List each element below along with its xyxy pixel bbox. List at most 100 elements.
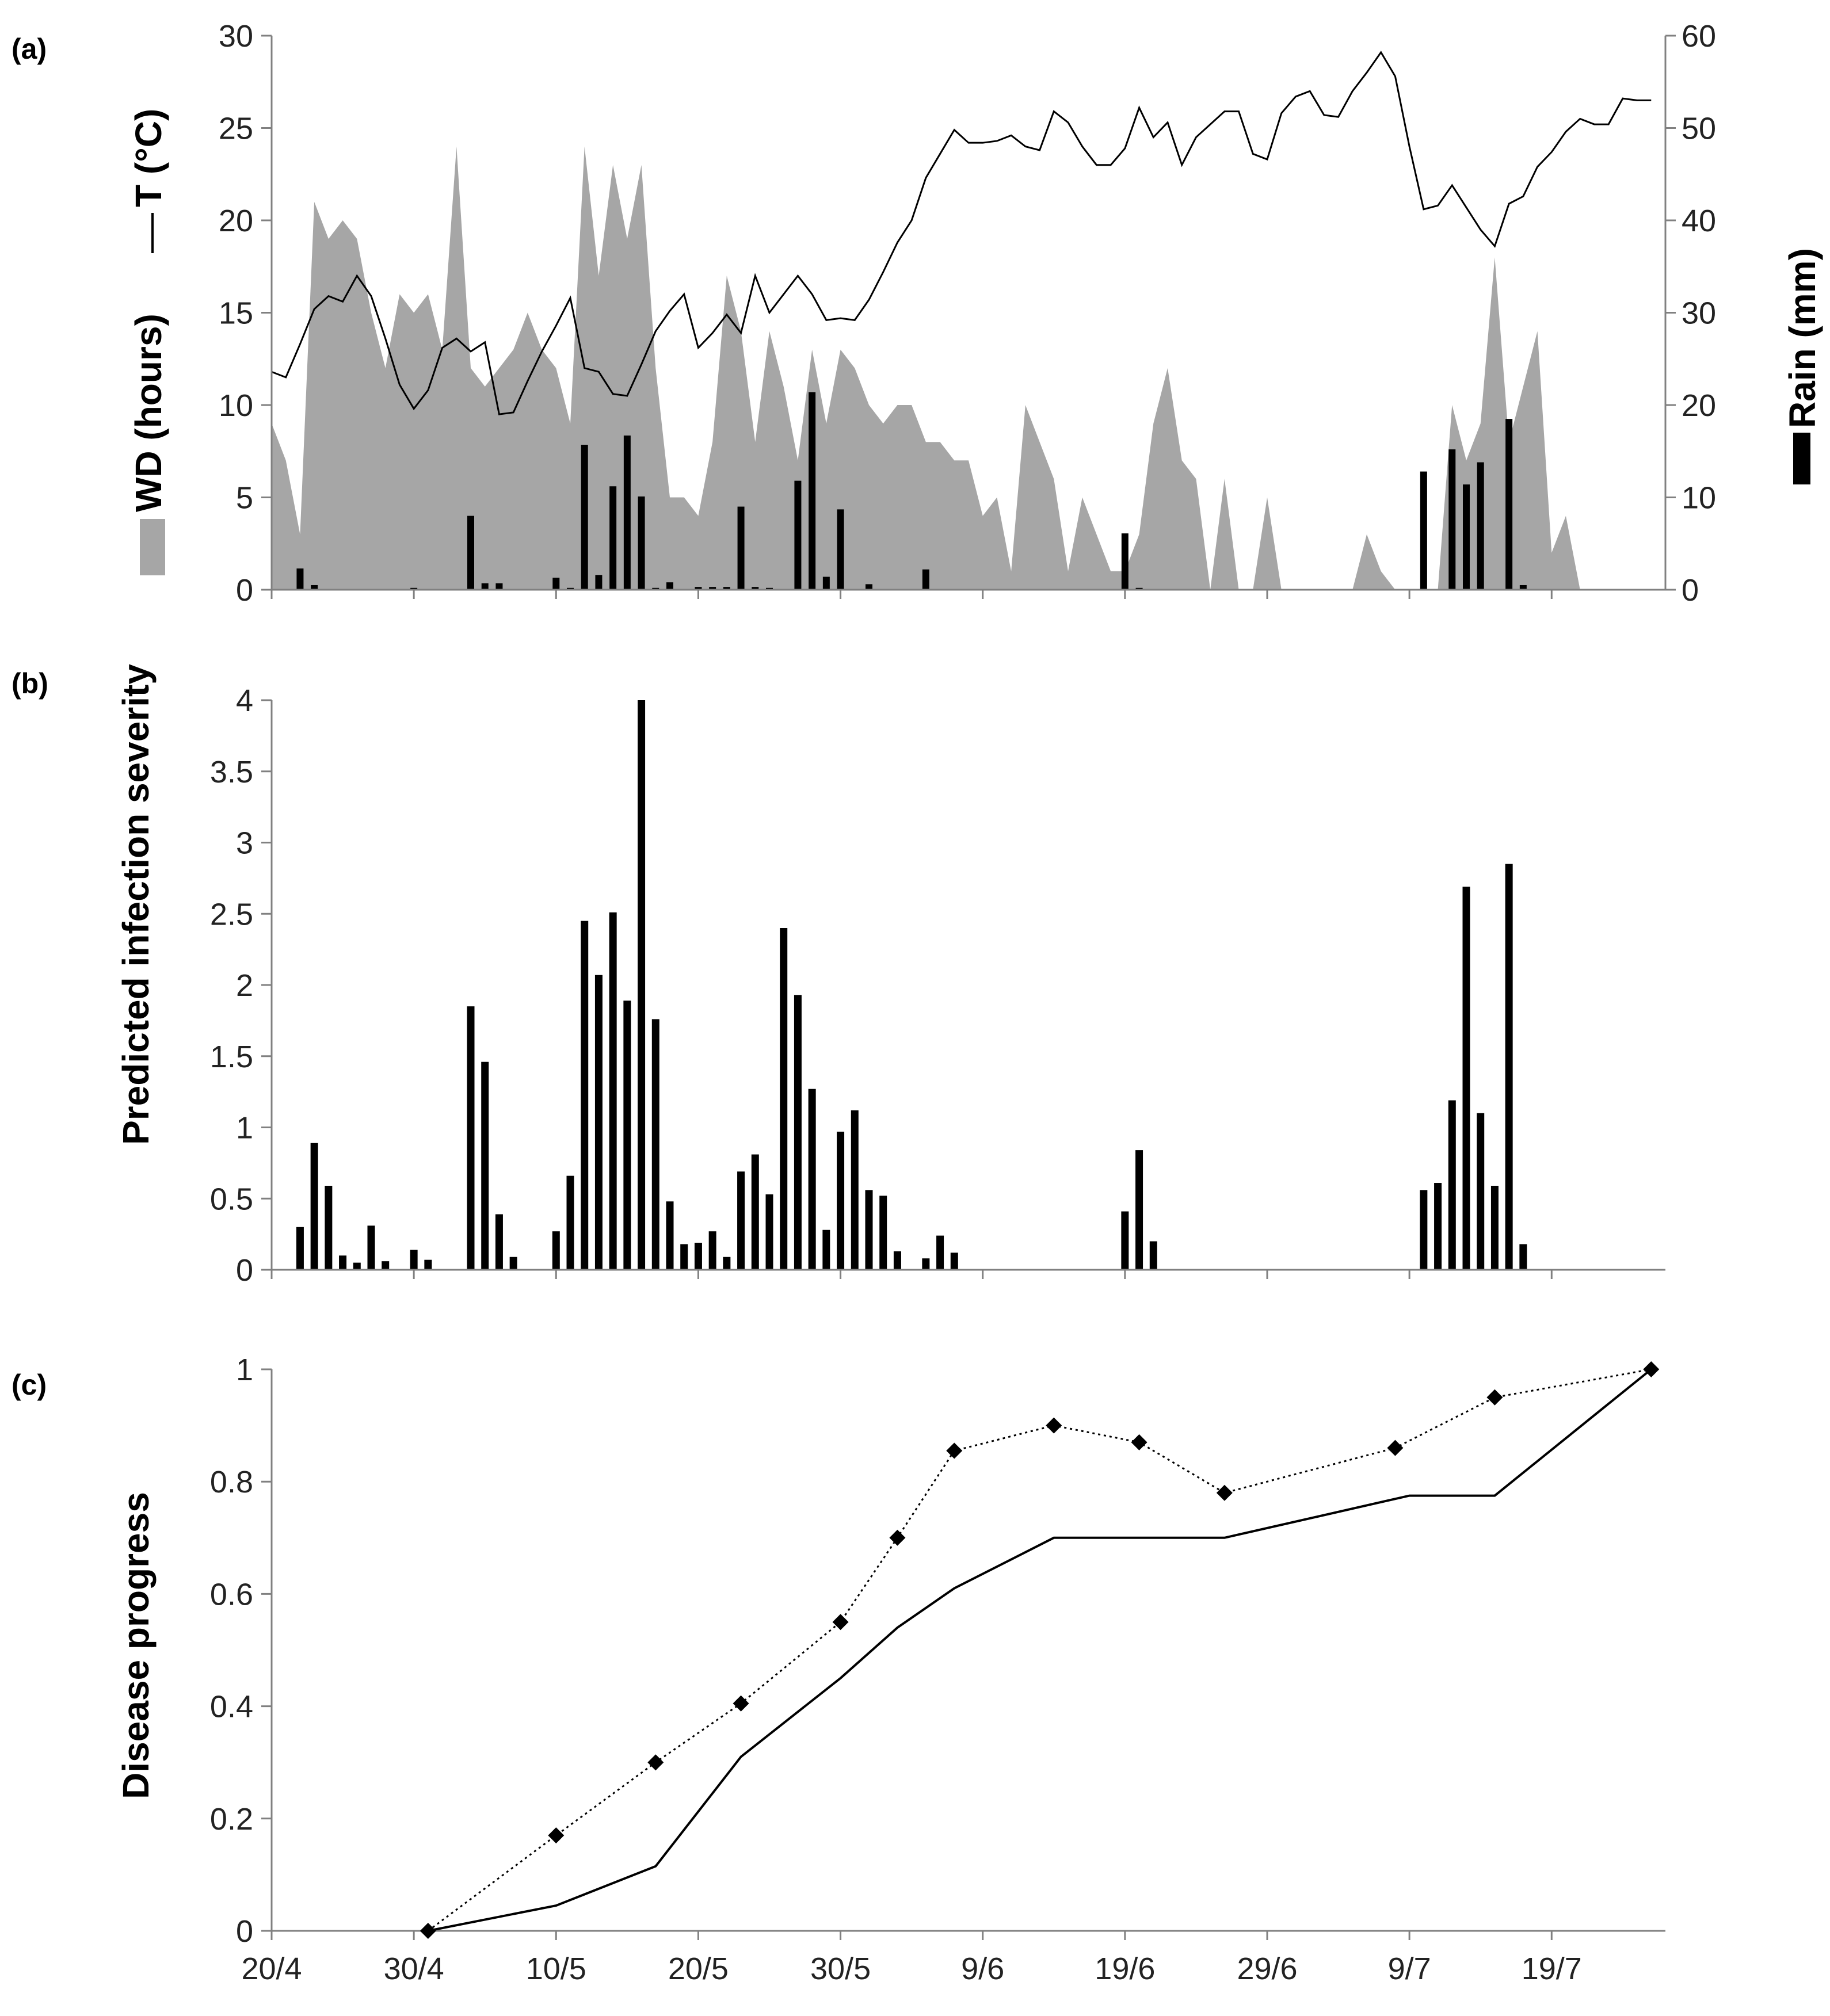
predicted-marker xyxy=(733,1695,749,1712)
wd-legend-swatch xyxy=(140,519,165,575)
severity-bar xyxy=(794,995,802,1270)
severity-bar xyxy=(1434,1183,1442,1270)
severity-bar xyxy=(1448,1100,1456,1270)
predicted-marker xyxy=(889,1529,906,1546)
severity-bar xyxy=(339,1255,347,1270)
x-tick-label: 30/4 xyxy=(384,1952,444,1986)
y-tick-label: 2 xyxy=(236,968,253,1003)
rain-bar xyxy=(481,583,489,590)
panel-a-left-axis-title: WD (hours) T (°C) xyxy=(128,109,169,575)
y-right-tick-label: 10 xyxy=(1682,481,1716,516)
panel-a-right-axis-title: Rain (mm) xyxy=(1782,248,1823,484)
severity-bar xyxy=(936,1235,944,1270)
y-left-tick-label: 30 xyxy=(219,19,253,54)
rain-bar xyxy=(1121,533,1128,590)
severity-bar xyxy=(879,1196,887,1270)
rain-legend-swatch xyxy=(1793,433,1810,484)
panel-c: 0 0.2 0.4 0.6 0.8 1 20/4 30/4 10/5 20/5 30/5 9/6 19… xyxy=(115,1353,1665,1986)
rain-bar xyxy=(638,496,645,590)
severity-bar xyxy=(751,1154,759,1270)
x-tick-label: 19/6 xyxy=(1095,1952,1155,1986)
rain-bar xyxy=(581,445,588,590)
severity-bar xyxy=(822,1230,830,1270)
severity-bar xyxy=(296,1227,304,1270)
severity-bar xyxy=(467,1006,475,1270)
rain-bar xyxy=(595,575,603,590)
y-tick-label: 4 xyxy=(236,684,253,718)
y-left-tick-label: 25 xyxy=(219,112,253,146)
rain-bar xyxy=(1463,484,1470,590)
panel-a-axes xyxy=(261,35,1676,599)
rain-bar xyxy=(922,569,929,590)
x-tick-label: 9/6 xyxy=(961,1952,1004,1986)
x-tick-label: 9/7 xyxy=(1388,1952,1431,1986)
panel-c-axes xyxy=(261,1368,1665,1940)
y-right-tick-label: 40 xyxy=(1682,204,1716,238)
x-tick-label: 19/7 xyxy=(1522,1952,1582,1986)
rain-bar xyxy=(609,486,617,590)
severity-bar xyxy=(1490,1185,1499,1270)
observed-line xyxy=(428,1368,1652,1932)
y-tick-label: 3.5 xyxy=(210,755,253,789)
severity-bar xyxy=(708,1231,716,1270)
severity-bar xyxy=(837,1131,845,1270)
rain-bar xyxy=(837,509,844,590)
y-tick-label: 1 xyxy=(236,1353,253,1387)
x-tick-label: 10/5 xyxy=(526,1952,586,1986)
rain-bar xyxy=(296,568,304,590)
y-right-tick-label: 30 xyxy=(1682,296,1716,331)
rain-bar xyxy=(709,587,716,590)
rain-bar xyxy=(1505,419,1513,590)
y-tick-label: 0.2 xyxy=(210,1802,253,1836)
rain-bar xyxy=(1135,587,1143,590)
y-right-tick-label: 0 xyxy=(1682,573,1699,608)
infection-severity-bars xyxy=(296,700,1527,1270)
severity-bar xyxy=(481,1062,489,1270)
x-tick-label: 20/4 xyxy=(241,1952,302,1986)
predicted-marker xyxy=(946,1442,963,1459)
disease-progress-lines xyxy=(420,1361,1660,1939)
severity-bar xyxy=(1149,1241,1157,1270)
y-tick-label: 1 xyxy=(236,1111,253,1146)
y-tick-label: 0.6 xyxy=(210,1577,253,1612)
predicted-marker xyxy=(1387,1440,1404,1456)
y-left-tick-label: 15 xyxy=(219,296,253,331)
predicted-marker xyxy=(1131,1434,1147,1450)
panel-b-tick-labels: 0 0.5 1 1.5 2 2.5 3 3.5 4 xyxy=(210,684,253,1288)
predicted-line xyxy=(427,1368,1652,1932)
rain-bar xyxy=(567,587,574,590)
y-left-tick-label: 5 xyxy=(236,481,253,516)
severity-bar xyxy=(922,1258,930,1270)
wd-axis-title: WD (hours) xyxy=(128,314,169,512)
rain-bar xyxy=(752,587,759,590)
panel-c-axis-title: Disease progress xyxy=(115,1492,157,1799)
y-tick-label: 1.5 xyxy=(210,1040,253,1074)
rain-bar xyxy=(1519,585,1527,590)
rain-bar xyxy=(652,587,659,590)
severity-bar xyxy=(495,1214,503,1270)
severity-bar xyxy=(1135,1150,1143,1270)
severity-bar xyxy=(382,1261,390,1270)
predicted-marker xyxy=(1046,1417,1062,1434)
severity-bar xyxy=(1519,1244,1527,1270)
predicted-marker xyxy=(1486,1389,1503,1406)
rain-axis-title: Rain (mm) xyxy=(1782,248,1823,428)
predicted-marker xyxy=(548,1827,565,1844)
x-tick-label: 29/6 xyxy=(1237,1952,1297,1986)
wd-area xyxy=(272,146,1580,590)
severity-bar xyxy=(1505,864,1513,1270)
y-tick-label: 0.8 xyxy=(210,1465,253,1499)
panel-a-label: (a) xyxy=(12,33,47,65)
severity-bar xyxy=(424,1259,432,1270)
severity-bar xyxy=(893,1251,901,1270)
wd-area-series xyxy=(272,146,1580,590)
predicted-marker xyxy=(647,1754,664,1771)
severity-bar xyxy=(353,1262,361,1270)
severity-bar xyxy=(581,921,589,1270)
predicted-marker xyxy=(420,1923,436,1939)
severity-bar xyxy=(1462,887,1470,1270)
severity-bar xyxy=(1477,1113,1485,1270)
rain-bar xyxy=(766,587,773,590)
predicted-marker xyxy=(1216,1484,1233,1501)
